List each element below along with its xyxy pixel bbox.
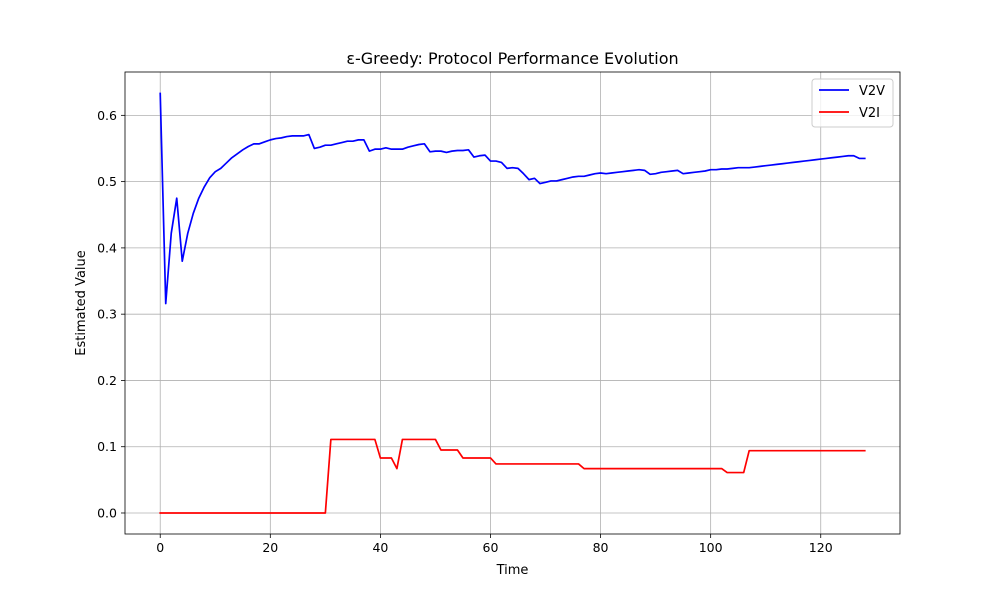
series-line-v2i xyxy=(159,438,866,514)
x-tick-label: 0 xyxy=(156,540,164,555)
legend-label-v2i: V2I xyxy=(859,106,880,121)
plot-frame xyxy=(124,71,901,535)
plot-area xyxy=(125,72,900,534)
y-tick-label: 0.5 xyxy=(97,174,117,189)
ticks: 0 20 40 60 80 100 120 0.0 0.1 0.2 0.3 0.4 0.5 0.6 xyxy=(97,108,833,555)
x-tick-label: 20 xyxy=(262,540,278,555)
series-layer xyxy=(159,92,866,514)
y-tick-label: 0.1 xyxy=(97,439,117,454)
y-tick-label: 0.4 xyxy=(97,240,117,255)
legend-label-v2v: V2V xyxy=(859,84,885,99)
x-tick-label: 80 xyxy=(593,540,609,555)
y-tick-label: 0.3 xyxy=(97,307,117,322)
y-axis-title: Estimated Value xyxy=(74,250,89,356)
x-tick-label: 100 xyxy=(699,540,723,555)
chart-title: ε-Greedy: Protocol Performance Evolution xyxy=(346,49,678,68)
y-tick-label: 0.6 xyxy=(97,108,117,123)
grid-lines xyxy=(125,72,900,534)
y-tick-label: 0.2 xyxy=(97,373,117,388)
series-line-v2v xyxy=(159,92,866,305)
x-tick-label: 40 xyxy=(372,540,388,555)
x-axis-title: Time xyxy=(496,563,529,578)
y-tick-label: 0.0 xyxy=(97,505,117,520)
x-tick-label: 120 xyxy=(809,540,833,555)
x-tick-label: 60 xyxy=(483,540,499,555)
legend: V2V V2I xyxy=(811,78,894,128)
legend-box xyxy=(811,78,894,128)
